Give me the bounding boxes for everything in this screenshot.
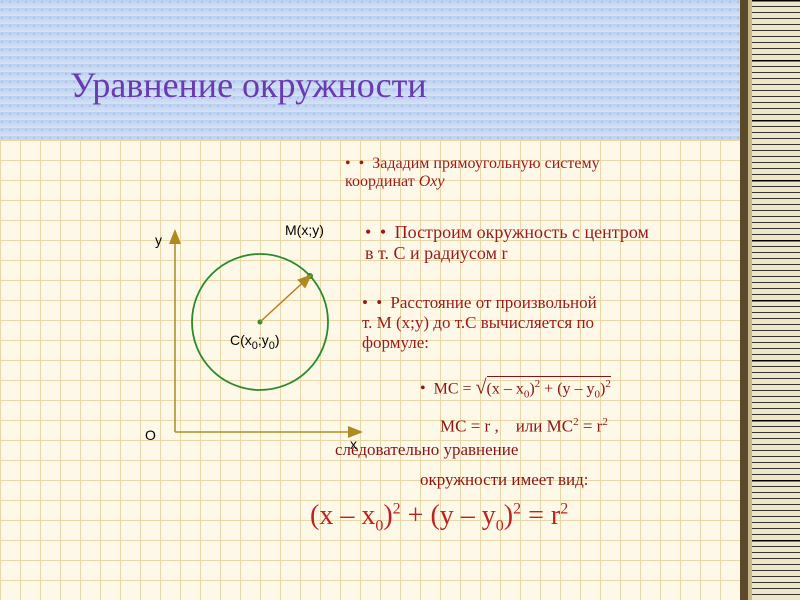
bullet-2: Построим окружность с центром в т. С и р… [365, 222, 649, 264]
bullet-dot-icon [376, 293, 386, 312]
eq-e3: 2 [560, 501, 568, 518]
label-c-mid: ;y [258, 332, 269, 348]
bullet-1-ital: Oxy [419, 173, 445, 190]
formula-mc-rad1: (x – x [487, 380, 524, 397]
bullet-2-line2: в т. С и радиусом r [365, 243, 507, 263]
label-c: С(x0;y0) [230, 332, 280, 352]
ruler-decoration [740, 0, 800, 600]
bullet-3-line3: формуле: [362, 333, 429, 352]
eq-p2: ) [383, 500, 392, 531]
coordinate-diagram: O x y М(x;y) С(x0;y0) [130, 232, 370, 452]
final-equation: (x – x0)2 + (y – y0)2 = r2 [310, 500, 568, 536]
label-m: М(x;y) [285, 222, 324, 238]
line-circle-has-form: окружности имеет вид: [420, 470, 589, 490]
label-o: O [145, 427, 156, 443]
bullet-2-line1: Построим окружность с центром [395, 222, 649, 242]
bullet-1-line1: Зададим прямоугольную систему [372, 155, 599, 172]
eq-s2: 0 [496, 518, 504, 535]
bullet-1: Зададим прямоугольную систему координат … [345, 155, 600, 191]
label-c-end: ) [275, 332, 280, 348]
bullet-3: Расстояние от произвольной т. М (x;y) до… [362, 293, 597, 353]
bullet-1-line2: координат [345, 173, 415, 190]
label-x: x [350, 436, 357, 452]
mc-r-sup2: 2 [602, 416, 608, 428]
bullet-dot-icon [420, 380, 430, 397]
label-y: y [155, 232, 162, 248]
bullet-dot-icon [380, 222, 390, 242]
formula-mc-sup2: 2 [605, 378, 611, 390]
mc-r-text2: или МС [516, 417, 573, 436]
content-area: Зададим прямоугольную систему координат … [0, 0, 740, 600]
mc-r-text1: МС = r , [440, 417, 499, 436]
radius-line [260, 276, 310, 322]
formula-mc-distance: МС = √ (x – x0)2 + (y – y0)2 [420, 376, 611, 401]
eq-p1: (x – x [310, 500, 375, 531]
eq-p5: = r [521, 500, 560, 531]
formula-mc-equals-r: МС = r , или МС2 = r2 [440, 416, 608, 437]
eq-p3: + (y – y [401, 500, 496, 531]
eq-e1: 2 [393, 501, 401, 518]
eq-p4: ) [504, 500, 513, 531]
eq-e2: 2 [513, 501, 521, 518]
bullet-3-line1: Расстояние от произвольной [390, 293, 596, 312]
formula-mc-prefix: МС = [434, 380, 476, 397]
bullet-3-line2: т. М (x;y) до т.С вычисляется по [362, 313, 594, 332]
bullet-dot-icon [359, 155, 369, 172]
formula-mc-mid2: + (y – y [540, 380, 594, 397]
mc-r-text3: = r [579, 417, 603, 436]
label-c-pre: С(x [230, 332, 252, 348]
